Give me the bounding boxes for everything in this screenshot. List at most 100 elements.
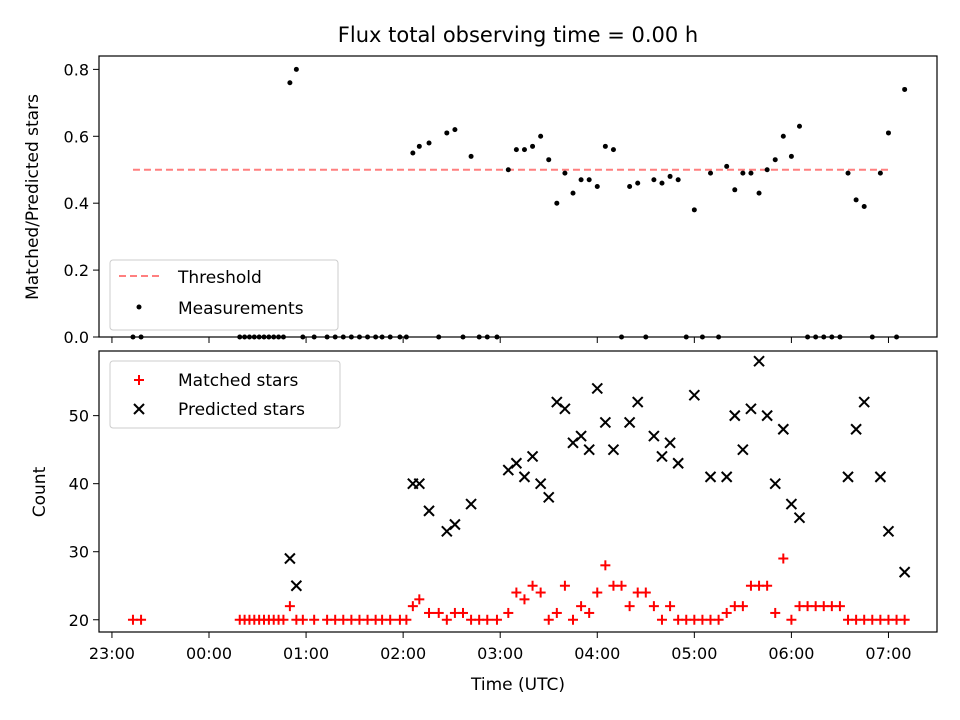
predicted-star-point bbox=[858, 396, 870, 408]
predicted-star-point bbox=[688, 389, 701, 401]
predicted-star-point bbox=[583, 443, 595, 456]
measurement-point bbox=[845, 170, 851, 176]
predicted-star-point bbox=[632, 396, 644, 408]
bottom-marks bbox=[127, 355, 911, 625]
matched-star-point bbox=[385, 614, 396, 625]
predicted-star-point bbox=[842, 471, 854, 483]
predicted-star-point bbox=[753, 355, 765, 367]
chart-title: Flux total observing time = 0.00 h bbox=[338, 23, 698, 47]
measurement-point bbox=[764, 167, 770, 173]
top-y-tick-label: 0.4 bbox=[64, 194, 89, 213]
top-legend: Threshold Measurements bbox=[109, 259, 339, 331]
x-tick-label: 00:00 bbox=[186, 644, 232, 663]
measurement-point bbox=[594, 183, 600, 189]
matched-star-point bbox=[834, 601, 845, 612]
measurement-point bbox=[530, 143, 536, 149]
predicted-star-point bbox=[664, 437, 676, 449]
matched-star-point bbox=[786, 614, 797, 625]
predicted-star-point bbox=[793, 511, 806, 524]
bottom-y-tick-label: 50 bbox=[69, 407, 89, 426]
predicted-star-point bbox=[575, 430, 587, 442]
measurement-point bbox=[554, 200, 560, 206]
measurement-point bbox=[788, 153, 794, 159]
top-y-ticks: 0.0 0.2 0.4 0.6 0.8 bbox=[64, 60, 99, 347]
matched-star-point bbox=[899, 614, 910, 625]
bottom-panel: 20 30 40 50 23:00 00:00 01:00 02:00 03:00 04:00 0… bbox=[30, 350, 938, 695]
matched-star-point bbox=[535, 587, 546, 598]
measurement-point bbox=[877, 170, 883, 176]
measurement-point bbox=[287, 80, 293, 86]
measurement-point bbox=[468, 153, 474, 159]
legend-matched-swatch bbox=[134, 375, 144, 385]
top-marks bbox=[130, 66, 908, 340]
measurement-point bbox=[610, 147, 616, 153]
x-tick-label: 07:00 bbox=[865, 644, 911, 663]
measurement-point bbox=[546, 157, 552, 163]
measurement-point bbox=[444, 130, 450, 136]
measurement-point bbox=[796, 123, 802, 129]
predicted-star-point bbox=[729, 409, 741, 422]
legend-threshold-label: Threshold bbox=[177, 268, 262, 288]
predicted-star-point bbox=[737, 443, 749, 456]
predicted-star-point bbox=[777, 423, 790, 435]
measurement-point bbox=[513, 147, 519, 153]
matched-star-point bbox=[713, 614, 724, 625]
matched-star-point bbox=[407, 601, 418, 612]
matched-star-point bbox=[433, 607, 444, 618]
bottom-axes-frame bbox=[98, 350, 938, 633]
measurement-point bbox=[602, 143, 608, 149]
measurement-point bbox=[885, 130, 891, 136]
predicted-star-point bbox=[656, 450, 668, 463]
predicted-star-point bbox=[423, 505, 435, 517]
predicted-star-point bbox=[599, 416, 612, 429]
measurement-point bbox=[635, 180, 641, 186]
legend-measurements-label: Measurements bbox=[178, 299, 304, 319]
measurement-point bbox=[452, 127, 458, 133]
matched-star-point bbox=[600, 560, 611, 571]
measurement-point bbox=[293, 66, 299, 72]
predicted-star-point bbox=[850, 423, 862, 435]
measurement-point bbox=[538, 133, 544, 139]
bottom-legend-box bbox=[109, 360, 341, 429]
matched-star-point bbox=[414, 594, 425, 605]
predicted-star-point bbox=[607, 443, 620, 456]
matched-star-point bbox=[278, 614, 289, 625]
matched-star-point bbox=[551, 607, 562, 618]
x-tick-label: 05:00 bbox=[671, 644, 717, 663]
predicted-star-point bbox=[672, 457, 684, 469]
matched-star-point bbox=[482, 614, 493, 625]
measurement-point bbox=[691, 207, 697, 213]
predicted-star-point bbox=[874, 471, 887, 483]
measurement-point bbox=[521, 147, 527, 153]
measurement-point bbox=[772, 157, 778, 163]
matched-star-point bbox=[424, 607, 435, 618]
matched-star-point bbox=[778, 553, 789, 564]
matched-star-point bbox=[503, 607, 514, 618]
measurement-point bbox=[586, 177, 592, 183]
matched-star-point bbox=[297, 614, 308, 625]
matched-star-point bbox=[543, 614, 554, 625]
matched-star-point bbox=[762, 580, 773, 591]
predicted-star-point bbox=[648, 430, 660, 442]
predicted-star-point bbox=[769, 477, 781, 490]
matched-star-point bbox=[584, 607, 595, 618]
top-panel: 0.00.20.40.60.8 Matched/Predicted stars … bbox=[23, 55, 938, 347]
matched-star-point bbox=[511, 587, 522, 598]
matched-star-point bbox=[721, 607, 732, 618]
top-y-axis-label: Matched/Predicted stars bbox=[23, 94, 43, 300]
matched-star-point bbox=[640, 587, 651, 598]
x-axis-label: Time (UTC) bbox=[470, 675, 565, 695]
top-y-tick-label: 0.2 bbox=[64, 261, 89, 280]
measurement-point bbox=[651, 177, 657, 183]
measurement-point bbox=[732, 187, 738, 193]
predicted-star-point bbox=[898, 566, 911, 578]
predicted-star-point bbox=[526, 450, 539, 463]
bottom-y-tick-label: 40 bbox=[69, 475, 89, 494]
predicted-star-point bbox=[785, 498, 798, 510]
matched-star-point bbox=[616, 580, 627, 591]
predicted-star-point bbox=[882, 525, 895, 538]
measurement-point bbox=[724, 163, 730, 169]
matched-star-point bbox=[441, 614, 452, 625]
measurement-point bbox=[675, 177, 681, 183]
predicted-star-point bbox=[761, 409, 773, 422]
